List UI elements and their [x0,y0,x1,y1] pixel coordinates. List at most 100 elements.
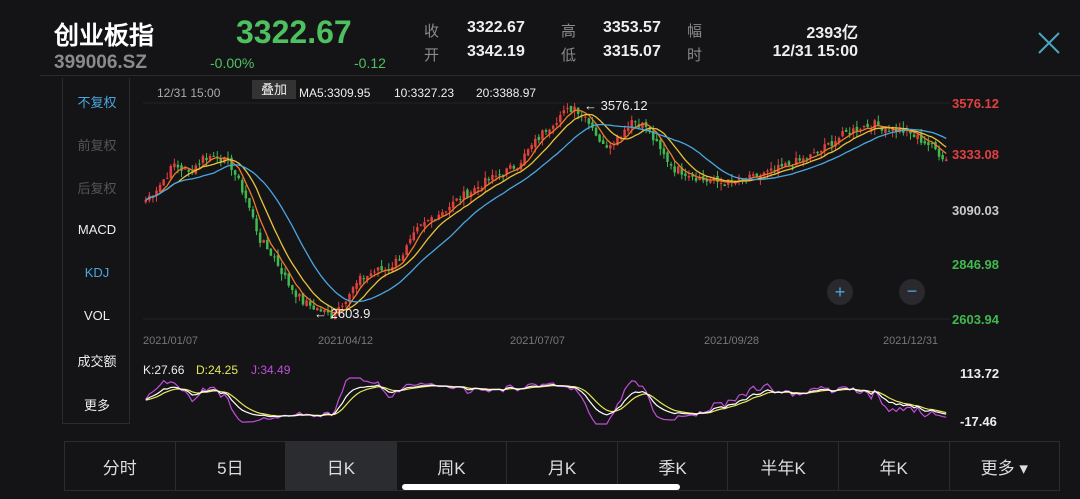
candle-body [458,199,462,201]
ma10-legend: 10:3327.23 [394,86,454,100]
candle-body [355,283,358,289]
time-value: 12/31 15:00 [772,43,858,60]
candle-body [762,172,766,176]
candle-body [476,187,480,189]
tab-5day[interactable]: 5日 [176,442,287,490]
candle-body [551,125,555,129]
sidebar-item-kdj[interactable]: KDJ [84,265,110,280]
index-code: 399006.SZ [54,52,147,73]
candle-body [855,126,859,132]
candle-body [605,145,608,148]
candle-body [230,157,233,170]
candle-body [155,190,158,196]
candle-body [559,115,562,123]
candle-body [323,309,326,313]
candle-body [573,106,576,112]
kline-chart[interactable]: 12/31 15:00 叠加 MA5:3309.95 10:3327.23 20… [130,78,1080,438]
candle-body [301,292,305,305]
candle-body [616,136,619,146]
candle-body [848,132,851,135]
tab-intraday[interactable]: 分时 [65,442,176,490]
tab-yearly-k[interactable]: 年K [839,442,950,490]
candle-body [223,157,226,163]
kdj-k-legend: K:27.66 [143,363,185,377]
candle-body [494,175,498,177]
candle-body [651,130,655,141]
candle-body [755,173,759,178]
tab-daily-k[interactable]: 日K [286,442,397,490]
candle-body [280,268,283,275]
candle-body [398,259,401,261]
candle-body [752,174,755,176]
candle-body [362,278,366,280]
tab-quarterly-k[interactable]: 季K [618,442,729,490]
candle-body [512,165,516,169]
sidebar-item-no-adjust[interactable]: 不复权 [77,95,117,110]
candle-body [648,128,651,131]
kdj-min: -17.46 [960,414,997,429]
kdj-k-line [145,383,947,418]
sidebar-item-forward-adjust[interactable]: 前复权 [77,138,117,153]
candle-body [269,248,273,256]
candle-body [819,150,823,153]
candle-body [541,130,544,140]
sidebar-item-more[interactable]: 更多 [83,398,110,413]
candle-body [530,145,533,149]
candle-body [412,232,416,241]
candle-body [484,177,487,187]
tab-monthly-k[interactable]: 月K [507,442,618,490]
candle-body [212,155,215,157]
candle-body [719,183,723,185]
candle-body [416,227,419,232]
zoom-in-button[interactable] [827,279,853,305]
zoom-out-button[interactable] [899,279,925,305]
candle-body [198,163,201,165]
candle-body [784,163,787,167]
sidebar-item-backward-adjust[interactable]: 后复权 [77,181,117,196]
candle-body [487,179,491,181]
candle-body [255,218,258,232]
tab-more[interactable]: 更多 ▾ [980,458,1028,478]
sidebar-item-turnover[interactable]: 成交额 [77,354,117,369]
candle-body [466,189,469,198]
candle-body [766,170,769,172]
candle-body [423,222,426,227]
candle-body [201,156,205,164]
home-indicator[interactable] [402,484,680,490]
candle-body [909,131,912,134]
candle-body [941,154,944,160]
candle-body [748,174,751,180]
candle-body [165,178,169,180]
sidebar-item-macd[interactable]: MACD [77,222,117,237]
time-label: 时 [687,47,703,64]
candle-body [912,134,916,137]
candle-body [741,178,744,180]
tab-weekly-k[interactable]: 周K [397,442,508,490]
candle-body [316,307,319,311]
close-icon[interactable] [1036,30,1062,56]
candle-body [273,256,276,258]
kdj-j-legend: J:34.49 [251,363,291,377]
candle-body [769,168,773,171]
candle-body [394,258,398,266]
candle-body [869,129,873,131]
candle-body [687,176,691,178]
candle-body [326,310,330,313]
candle-body [816,151,819,154]
y-tick-4: 2846.98 [952,257,999,272]
candle-body [462,191,466,200]
y-tick-2: 3333.08 [952,147,999,162]
candle-body [594,127,598,136]
tab-halfyear-k[interactable]: 半年K [728,442,839,490]
candle-body [444,211,448,213]
candle-body [691,174,694,177]
overlay-label: 叠加 [261,82,287,97]
candle-body [626,127,630,131]
candle-body [366,275,369,281]
candle-body [919,133,923,143]
overlay-button[interactable] [252,80,296,99]
sidebar-item-vol[interactable]: VOL [83,308,110,323]
candle-body [873,120,876,129]
candle-body [441,212,444,216]
open-value: 3342.19 [467,43,525,60]
